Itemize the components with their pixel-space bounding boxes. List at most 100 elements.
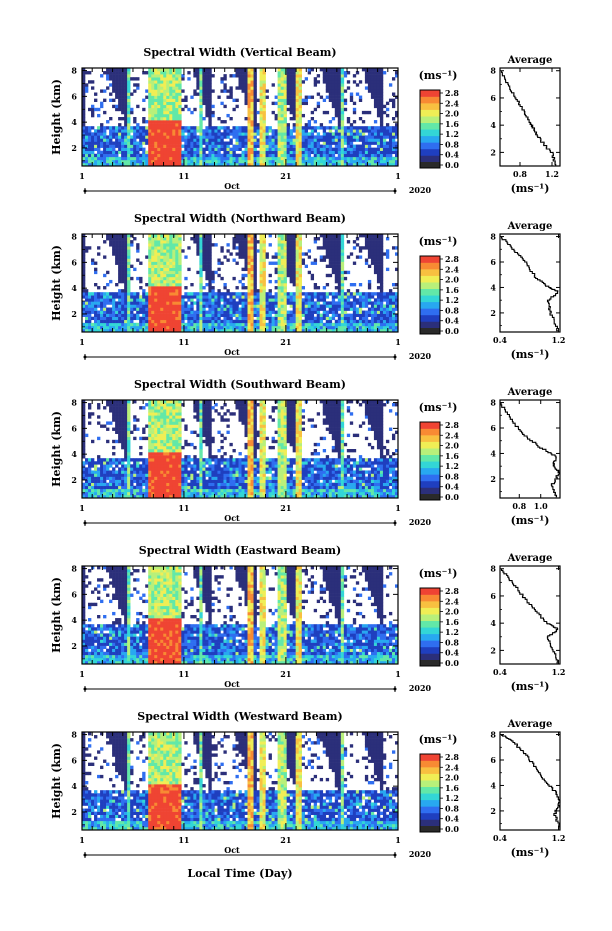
heatmap-cell (82, 455, 86, 459)
heatmap-cell (334, 83, 339, 87)
heatmap-cell (112, 322, 116, 327)
heatmap-cell (385, 144, 390, 148)
heatmap-cell (313, 153, 318, 158)
heatmap-cell (151, 159, 155, 164)
heatmap-cell (85, 126, 89, 130)
heatmap-cell (355, 147, 360, 151)
heatmap-cell (337, 162, 342, 167)
heatmap-cell (259, 258, 263, 262)
heatmap-cell (298, 316, 302, 321)
heatmap-cell (148, 246, 152, 250)
heatmap-cell (358, 138, 363, 142)
heatmap-cell (151, 316, 155, 321)
heatmap-cell (184, 316, 188, 321)
heatmap-cell (97, 153, 101, 158)
heatmap-cell (256, 144, 260, 148)
heatmap-cell (133, 325, 137, 330)
heatmap-cell (124, 77, 128, 81)
colorbar-segment (420, 301, 440, 309)
heatmap-cell (91, 298, 95, 302)
heatmap-cell (310, 132, 315, 136)
heatmap-cell (295, 304, 299, 308)
heatmap-cell (385, 141, 390, 145)
heatmap-cell (115, 89, 119, 93)
heatmap-cell (211, 307, 215, 311)
heatmap-cell (256, 98, 260, 102)
heatmap-cell (220, 298, 224, 302)
heatmap-cell (277, 162, 281, 167)
heatmap-cell (130, 322, 134, 327)
heatmap-cell (178, 328, 182, 333)
heatmap-cell (358, 246, 363, 250)
heatmap-cell (253, 86, 257, 90)
heatmap-cell (292, 273, 296, 278)
heatmap-cell (268, 135, 272, 139)
heatmap-cell (169, 243, 173, 247)
heatmap-cell (148, 92, 152, 96)
heatmap-cell (196, 240, 200, 244)
heatmap-cell (82, 267, 86, 272)
heatmap-cell (331, 117, 336, 121)
heatmap-cell (244, 319, 248, 324)
heatmap-cell (175, 89, 179, 93)
heatmap-cell (325, 313, 330, 317)
heatmap-cell (85, 135, 89, 139)
heatmap-cell (112, 77, 116, 81)
heatmap-cell (247, 83, 251, 87)
heatmap-cell (385, 307, 390, 311)
heatmap-cell (319, 159, 324, 164)
heatmap-cell (286, 77, 290, 81)
heatmap-cell (352, 132, 357, 136)
heatmap-cell (391, 117, 396, 121)
heatmap-cell (394, 295, 399, 299)
heatmap-cell (112, 234, 116, 238)
heatmap-cell (139, 132, 143, 136)
heatmap-cell (376, 110, 381, 115)
heatmap-cell (250, 295, 254, 299)
heatmap-cell (112, 153, 116, 158)
heatmap-cell (94, 92, 98, 96)
heatmap-cell (352, 120, 357, 124)
heatmap-cell (298, 150, 302, 155)
heatmap-cell (358, 316, 363, 321)
heatmap-cell (199, 129, 203, 133)
heatmap-cell (253, 307, 257, 311)
heatmap-cell (91, 141, 95, 145)
heatmap-cell (154, 153, 158, 158)
heatmap-cell (148, 132, 152, 136)
heatmap-cell (217, 126, 221, 130)
heatmap-cell (373, 68, 378, 72)
heatmap-cell (274, 101, 278, 106)
heatmap-cell (334, 322, 339, 327)
heatmap-cell (154, 319, 158, 324)
heatmap-cell (181, 304, 185, 308)
heatmap-cell (232, 246, 236, 250)
heatmap-cell (232, 74, 236, 78)
heatmap-cell (193, 153, 197, 158)
heatmap-cell (286, 141, 290, 145)
heatmap-cell (238, 80, 242, 84)
heatmap-cell (91, 80, 95, 84)
heatmap-cell (154, 322, 158, 327)
heatmap-cell (145, 138, 149, 142)
heatmap-cell (298, 286, 302, 290)
heatmap-cell (247, 292, 251, 296)
heatmap-cell (355, 92, 360, 96)
heatmap-cell (310, 325, 315, 330)
heatmap-cell (337, 138, 342, 142)
heatmap-cell (292, 298, 296, 302)
heatmap-cell (157, 258, 161, 262)
heatmap-cell (178, 252, 182, 256)
heatmap-cell (277, 123, 281, 127)
heatmap-cell (337, 298, 342, 302)
heatmap-cell (169, 249, 173, 253)
heatmap-cell (85, 304, 89, 308)
heatmap-cell (379, 117, 384, 121)
heatmap-cell (313, 240, 318, 244)
heatmap-cell (145, 295, 149, 299)
heatmap-cell (286, 153, 290, 158)
heatmap-cell (277, 98, 281, 102)
heatmap-cell (310, 110, 315, 115)
heatmap-cell (157, 107, 161, 112)
